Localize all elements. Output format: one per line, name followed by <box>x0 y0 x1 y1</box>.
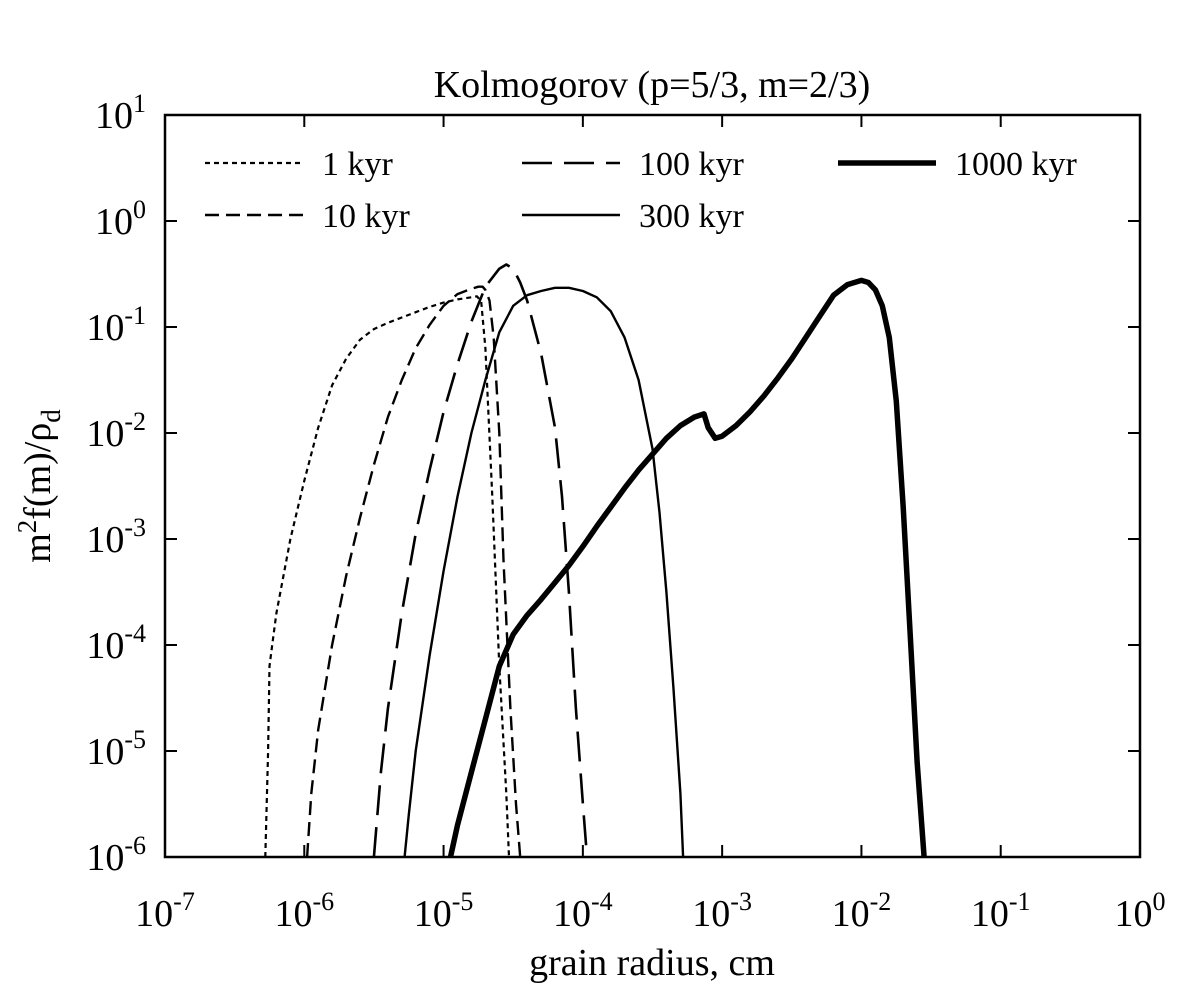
y-tick-label-base: 10 <box>95 95 133 137</box>
x-tick-label-exp: 0 <box>1153 887 1166 916</box>
x-tick-label-base: 10 <box>553 893 591 935</box>
y-tick-label: 10-4 <box>86 619 146 667</box>
series-line-10-kyr <box>305 285 522 858</box>
x-tick-label-exp: -2 <box>870 887 892 916</box>
series-line-300-kyr <box>403 286 685 858</box>
y-tick-label: 10-1 <box>86 301 146 349</box>
x-tick-label-base: 10 <box>692 893 730 935</box>
x-tick-label-exp: -4 <box>591 887 613 916</box>
y-axis-label-sub: d <box>36 409 66 423</box>
series-lines <box>264 263 927 858</box>
y-tick-label: 10-2 <box>86 407 146 455</box>
y-tick-label-base: 10 <box>86 625 124 667</box>
x-tick-label-base: 10 <box>274 893 312 935</box>
legend: 1 kyr 10 kyr 100 kyr 300 kyr 1000 kyr <box>205 146 1078 235</box>
plot-frame <box>163 113 1142 859</box>
y-tick-label-base: 10 <box>86 307 124 349</box>
series-line-1-kyr <box>264 295 511 858</box>
y-axis-label-base: m <box>17 533 59 563</box>
y-tick-label-exp: -6 <box>124 831 146 860</box>
x-tick-label-base: 10 <box>971 893 1009 935</box>
x-tick-label: 10-6 <box>274 887 334 935</box>
y-tick-label: 10-5 <box>86 725 146 773</box>
y-tick-label-exp: -1 <box>124 301 146 330</box>
x-tick-label: 10-5 <box>414 887 474 935</box>
x-tick-label-base: 10 <box>1115 893 1153 935</box>
x-tick-label-base: 10 <box>135 893 173 935</box>
y-axis-label: m2f(m)/ρd <box>12 409 66 563</box>
x-axis-ticks: 10-7 10-6 10-5 10-4 10-3 10-2 10-1 100 <box>135 115 1166 935</box>
y-axis-label-mid: f(m)/ρ <box>17 423 59 520</box>
y-tick-label: 10-6 <box>86 831 146 879</box>
x-tick-label-exp: -5 <box>452 887 474 916</box>
y-tick-label-exp: 1 <box>133 89 146 118</box>
legend-label: 1000 kyr <box>955 146 1078 183</box>
y-tick-label-base: 10 <box>86 837 124 879</box>
legend-label: 300 kyr <box>639 198 745 235</box>
y-tick-label-base: 10 <box>95 201 133 243</box>
legend-label: 100 kyr <box>639 146 745 183</box>
y-tick-label-exp: -3 <box>124 513 146 542</box>
x-tick-label-base: 10 <box>414 893 452 935</box>
x-tick-label: 10-1 <box>971 887 1031 935</box>
y-tick-label-base: 10 <box>86 519 124 561</box>
x-tick-label-exp: -7 <box>173 887 195 916</box>
y-tick-label-exp: -4 <box>124 619 146 648</box>
x-tick-label: 10-7 <box>135 887 195 935</box>
legend-label: 10 kyr <box>322 198 411 235</box>
legend-label: 1 kyr <box>322 146 394 183</box>
y-axis-label-sup: 2 <box>12 520 42 534</box>
x-axis-label: grain radius, cm <box>529 942 775 984</box>
y-tick-label-base: 10 <box>86 413 124 455</box>
y-tick-label-exp: -5 <box>124 725 146 754</box>
chart-title: Kolmogorov (p=5/3, m=2/3) <box>434 64 871 106</box>
y-tick-label-exp: 0 <box>133 195 146 224</box>
y-tick-label: 100 <box>95 195 146 243</box>
series-line-100-kyr <box>372 263 589 858</box>
x-tick-label: 10-2 <box>832 887 892 935</box>
x-tick-label: 100 <box>1115 887 1166 935</box>
x-tick-label-exp: -6 <box>312 887 334 916</box>
y-tick-label: 101 <box>95 89 146 137</box>
y-tick-label-base: 10 <box>86 731 124 773</box>
x-tick-label-base: 10 <box>832 893 870 935</box>
y-tick-label: 10-3 <box>86 513 146 561</box>
x-tick-label-exp: -1 <box>1009 887 1031 916</box>
series-line-1000-kyr <box>447 277 927 858</box>
x-tick-label: 10-3 <box>692 887 752 935</box>
x-tick-label: 10-4 <box>553 887 613 935</box>
y-tick-label-exp: -2 <box>124 407 146 436</box>
x-tick-label-exp: -3 <box>730 887 752 916</box>
